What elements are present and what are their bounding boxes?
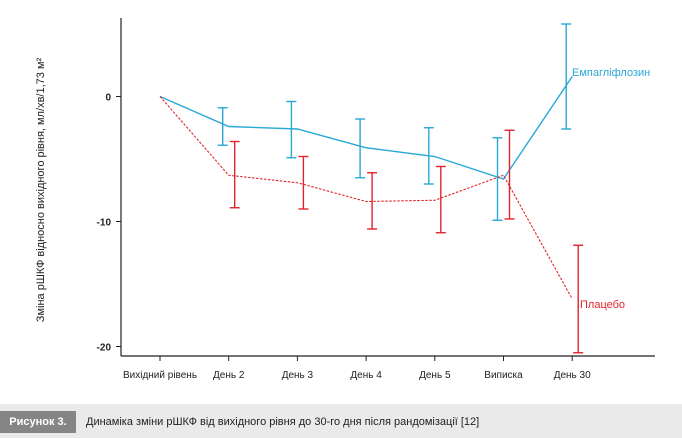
series-2 bbox=[159, 96, 584, 354]
x-tick-label: День 5 bbox=[419, 370, 451, 381]
x-tick-label: Вихідний рівень bbox=[123, 370, 197, 381]
y-tick-label: 0 bbox=[105, 93, 111, 104]
x-tick-label: Виписка bbox=[484, 370, 523, 381]
series-1 bbox=[159, 23, 573, 221]
y-axis-label: Зміна рШКФ відносно вихідного рівня, мл/… bbox=[35, 57, 47, 322]
x-tick-label: День 3 bbox=[282, 370, 314, 381]
x-tick-label: День 30 bbox=[554, 370, 591, 381]
series-label-placebo: Плацебо bbox=[580, 299, 625, 311]
series-line bbox=[159, 96, 573, 300]
figure-number: Рисунок 3. bbox=[0, 411, 76, 433]
y-tick-label: -20 bbox=[97, 343, 112, 354]
series-label-empagliflozin: Емпагліфлозин bbox=[572, 67, 650, 79]
figure-caption-text: Динаміка зміни рШКФ від вихідного рівня … bbox=[86, 416, 480, 428]
x-tick-label: День 4 bbox=[350, 370, 382, 381]
figure-caption: Рисунок 3. Динаміка зміни рШКФ від вихід… bbox=[0, 404, 682, 438]
y-tick-label: -10 bbox=[97, 218, 112, 229]
series-line bbox=[159, 76, 573, 180]
x-tick-label: День 2 bbox=[213, 370, 245, 381]
chart: 0 -10 -20 Вихідний рівень День 2 День 3 День … bbox=[35, 18, 655, 381]
